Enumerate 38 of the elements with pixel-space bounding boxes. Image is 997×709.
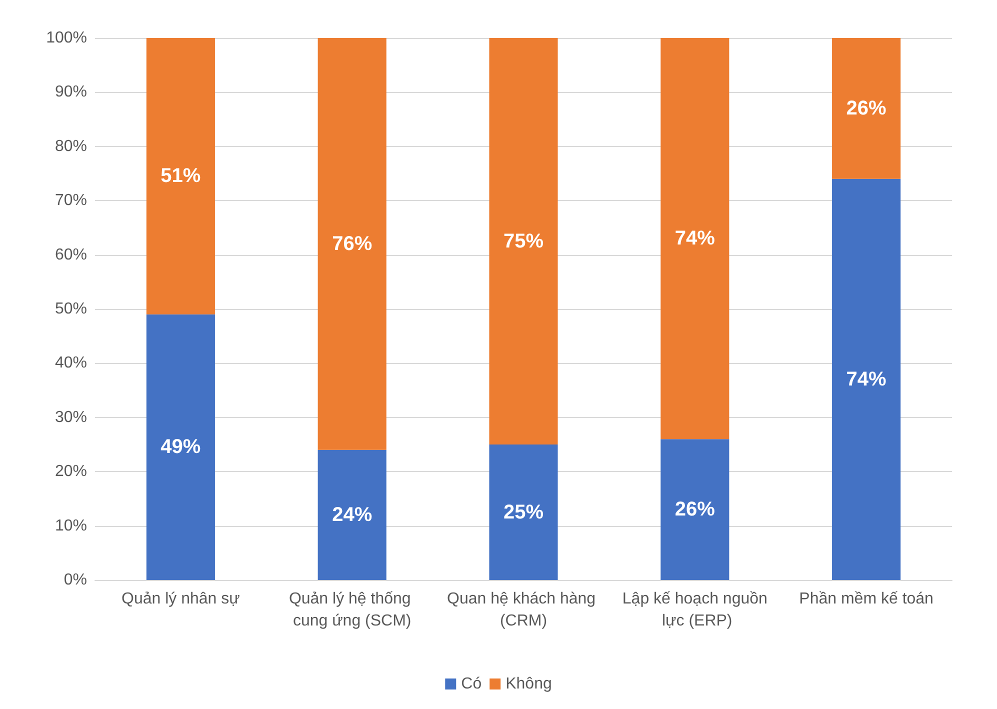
data-label: 25% — [503, 501, 544, 524]
y-tick-label: 20% — [54, 463, 87, 480]
bar — [318, 450, 386, 580]
y-tick-label: 100% — [46, 30, 87, 46]
y-tick-label: 60% — [54, 246, 87, 264]
bar — [489, 444, 558, 580]
y-tick-label: 0% — [64, 572, 87, 588]
data-label: 26% — [674, 498, 716, 521]
y-tick-label: 70% — [54, 192, 87, 210]
bar — [489, 38, 558, 444]
legend-label: Có — [461, 676, 482, 692]
bar — [660, 439, 730, 580]
data-label: 26% — [846, 97, 887, 120]
x-tick-label: Quản lý hệ thống cung ứng (SCM) — [288, 590, 416, 630]
x-tick-label: Lập kế hoạch nguồn lực (ERP) — [622, 590, 768, 630]
y-tick-label: 10% — [54, 517, 87, 534]
y-tick-label: 40% — [54, 354, 87, 372]
data-label: 75% — [503, 230, 544, 252]
y-tick-label: 80% — [54, 138, 87, 155]
legend-label: Không — [506, 676, 552, 692]
bar — [832, 38, 901, 179]
data-label: 51% — [160, 165, 201, 188]
data-label: 74% — [846, 368, 887, 390]
y-tick-label: 90% — [54, 84, 87, 101]
data-label: 24% — [332, 504, 372, 526]
bar — [318, 38, 386, 450]
bar — [146, 314, 215, 580]
bar — [660, 38, 730, 440]
y-tick-label: 50% — [54, 300, 87, 318]
data-label: 76% — [332, 232, 372, 255]
x-tick-label: Quản lý nhân sự — [122, 590, 240, 608]
x-tick-label: Quan hệ khách hàng (CRM) — [446, 590, 600, 630]
data-label: 74% — [674, 228, 716, 250]
x-tick-label: Phần mềm kế toán — [799, 590, 934, 608]
bar — [146, 38, 215, 314]
bar — [832, 178, 901, 580]
y-tick-label: 30% — [54, 408, 87, 426]
data-label: 49% — [160, 436, 201, 458]
